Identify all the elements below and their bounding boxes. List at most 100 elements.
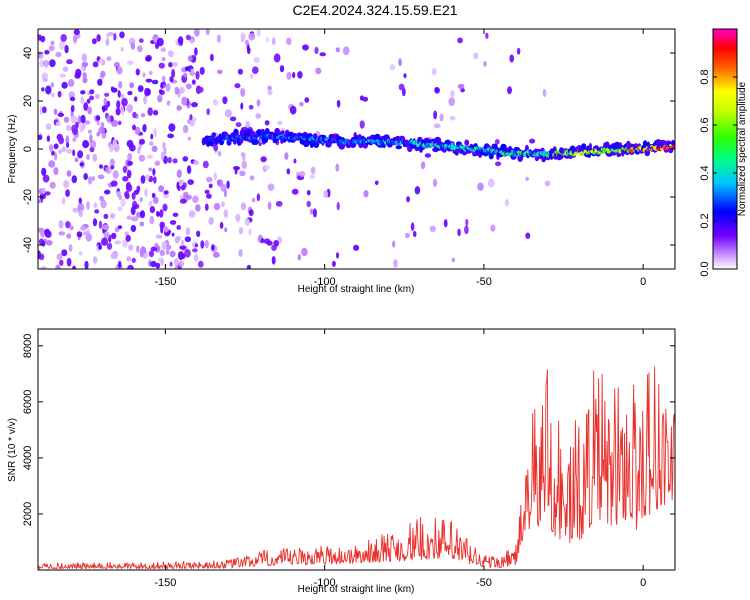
noise-dot <box>181 96 188 106</box>
noise-dot <box>335 163 340 172</box>
noise-dot <box>126 169 132 179</box>
noise-dot <box>68 91 76 99</box>
noise-dot <box>167 156 172 164</box>
noise-dot <box>161 241 167 250</box>
noise-dot <box>157 94 163 103</box>
noise-dot <box>155 262 161 269</box>
noise-dot <box>197 260 204 268</box>
trace-halo <box>434 136 442 144</box>
noise-dot <box>302 44 309 51</box>
noise-dot <box>101 105 108 112</box>
noise-dot <box>152 168 156 176</box>
noise-dot <box>398 83 405 91</box>
noise-dot <box>105 38 110 46</box>
noise-dot <box>80 114 86 124</box>
noise-dot <box>69 225 74 231</box>
colorbar-label: Normalized spectral amplitude <box>737 81 748 216</box>
trace-cell <box>672 144 675 150</box>
noise-dot <box>158 185 165 193</box>
noise-dot <box>38 198 42 204</box>
noise-dot <box>99 195 104 202</box>
noise-dot <box>162 203 168 212</box>
noise-dot <box>131 216 139 222</box>
noise-dot <box>132 124 136 131</box>
noise-dot <box>248 228 252 236</box>
noise-dot <box>109 144 114 153</box>
noise-dot <box>66 148 73 154</box>
noise-dot <box>146 154 154 159</box>
noise-dot <box>169 261 173 267</box>
noise-dot <box>81 61 89 67</box>
noise-dot <box>82 77 88 84</box>
noise-dot <box>86 98 91 104</box>
noise-dot <box>110 180 118 187</box>
noise-dot <box>72 35 78 44</box>
noise-dot <box>336 99 341 108</box>
noise-dot <box>129 82 135 89</box>
noise-dot <box>494 139 500 145</box>
noise-dot <box>44 191 51 196</box>
noise-dot <box>72 137 77 142</box>
x-tick-label: -150 <box>154 276 176 288</box>
noise-dot <box>74 157 79 163</box>
noise-dot <box>83 120 91 125</box>
trace-halo <box>253 138 259 145</box>
noise-dot <box>206 193 212 199</box>
noise-dot <box>256 193 261 202</box>
noise-dot <box>68 78 75 87</box>
noise-dot <box>187 55 193 62</box>
noise-dot <box>69 96 76 102</box>
noise-dot <box>139 221 145 227</box>
noise-dot <box>460 88 465 93</box>
noise-dot <box>58 136 65 145</box>
noise-dot <box>153 176 157 184</box>
noise-dot <box>130 206 136 216</box>
noise-dot <box>101 132 107 139</box>
noise-dot <box>266 37 270 43</box>
noise-dot <box>293 158 297 164</box>
noise-dot <box>393 259 398 268</box>
noise-dot <box>154 160 161 167</box>
noise-dot <box>139 248 144 258</box>
noise-dot <box>169 250 176 258</box>
trace-halo <box>659 139 667 145</box>
noise-dot <box>70 115 78 124</box>
noise-dot <box>190 68 194 73</box>
noise-dot <box>145 56 152 62</box>
noise-dot <box>156 212 160 217</box>
noise-dot <box>136 245 140 253</box>
noise-dot <box>252 66 259 74</box>
noise-dot <box>159 221 165 229</box>
noise-dot <box>213 144 219 152</box>
noise-dot <box>206 108 210 116</box>
noise-dot <box>235 122 242 128</box>
noise-dot <box>414 186 421 195</box>
noise-dot <box>98 220 103 229</box>
noise-dot <box>168 61 173 68</box>
noise-dot <box>189 71 196 76</box>
noise-dot <box>277 120 283 126</box>
noise-dot <box>216 34 221 43</box>
noise-dot <box>315 67 322 75</box>
noise-dot <box>120 198 126 207</box>
noise-dot <box>151 79 159 85</box>
noise-dot <box>95 93 100 99</box>
noise-dot <box>165 249 170 255</box>
x-tick-label: 0 <box>640 577 646 589</box>
noise-dot <box>291 188 299 195</box>
noise-dot <box>323 190 329 198</box>
trace-halo <box>524 144 529 152</box>
noise-dot <box>92 256 98 264</box>
noise-dot <box>310 166 316 175</box>
noise-dot <box>79 162 84 167</box>
noise-dot <box>163 155 168 164</box>
noise-dot <box>389 64 396 71</box>
noise-dot <box>168 123 176 132</box>
noise-dot <box>464 225 469 235</box>
noise-dot <box>40 266 48 269</box>
noise-dot <box>65 125 72 131</box>
noise-dot <box>448 97 456 107</box>
noise-dot <box>179 198 187 204</box>
noise-dot <box>151 192 156 199</box>
y-tick-label: 4000 <box>22 446 34 470</box>
